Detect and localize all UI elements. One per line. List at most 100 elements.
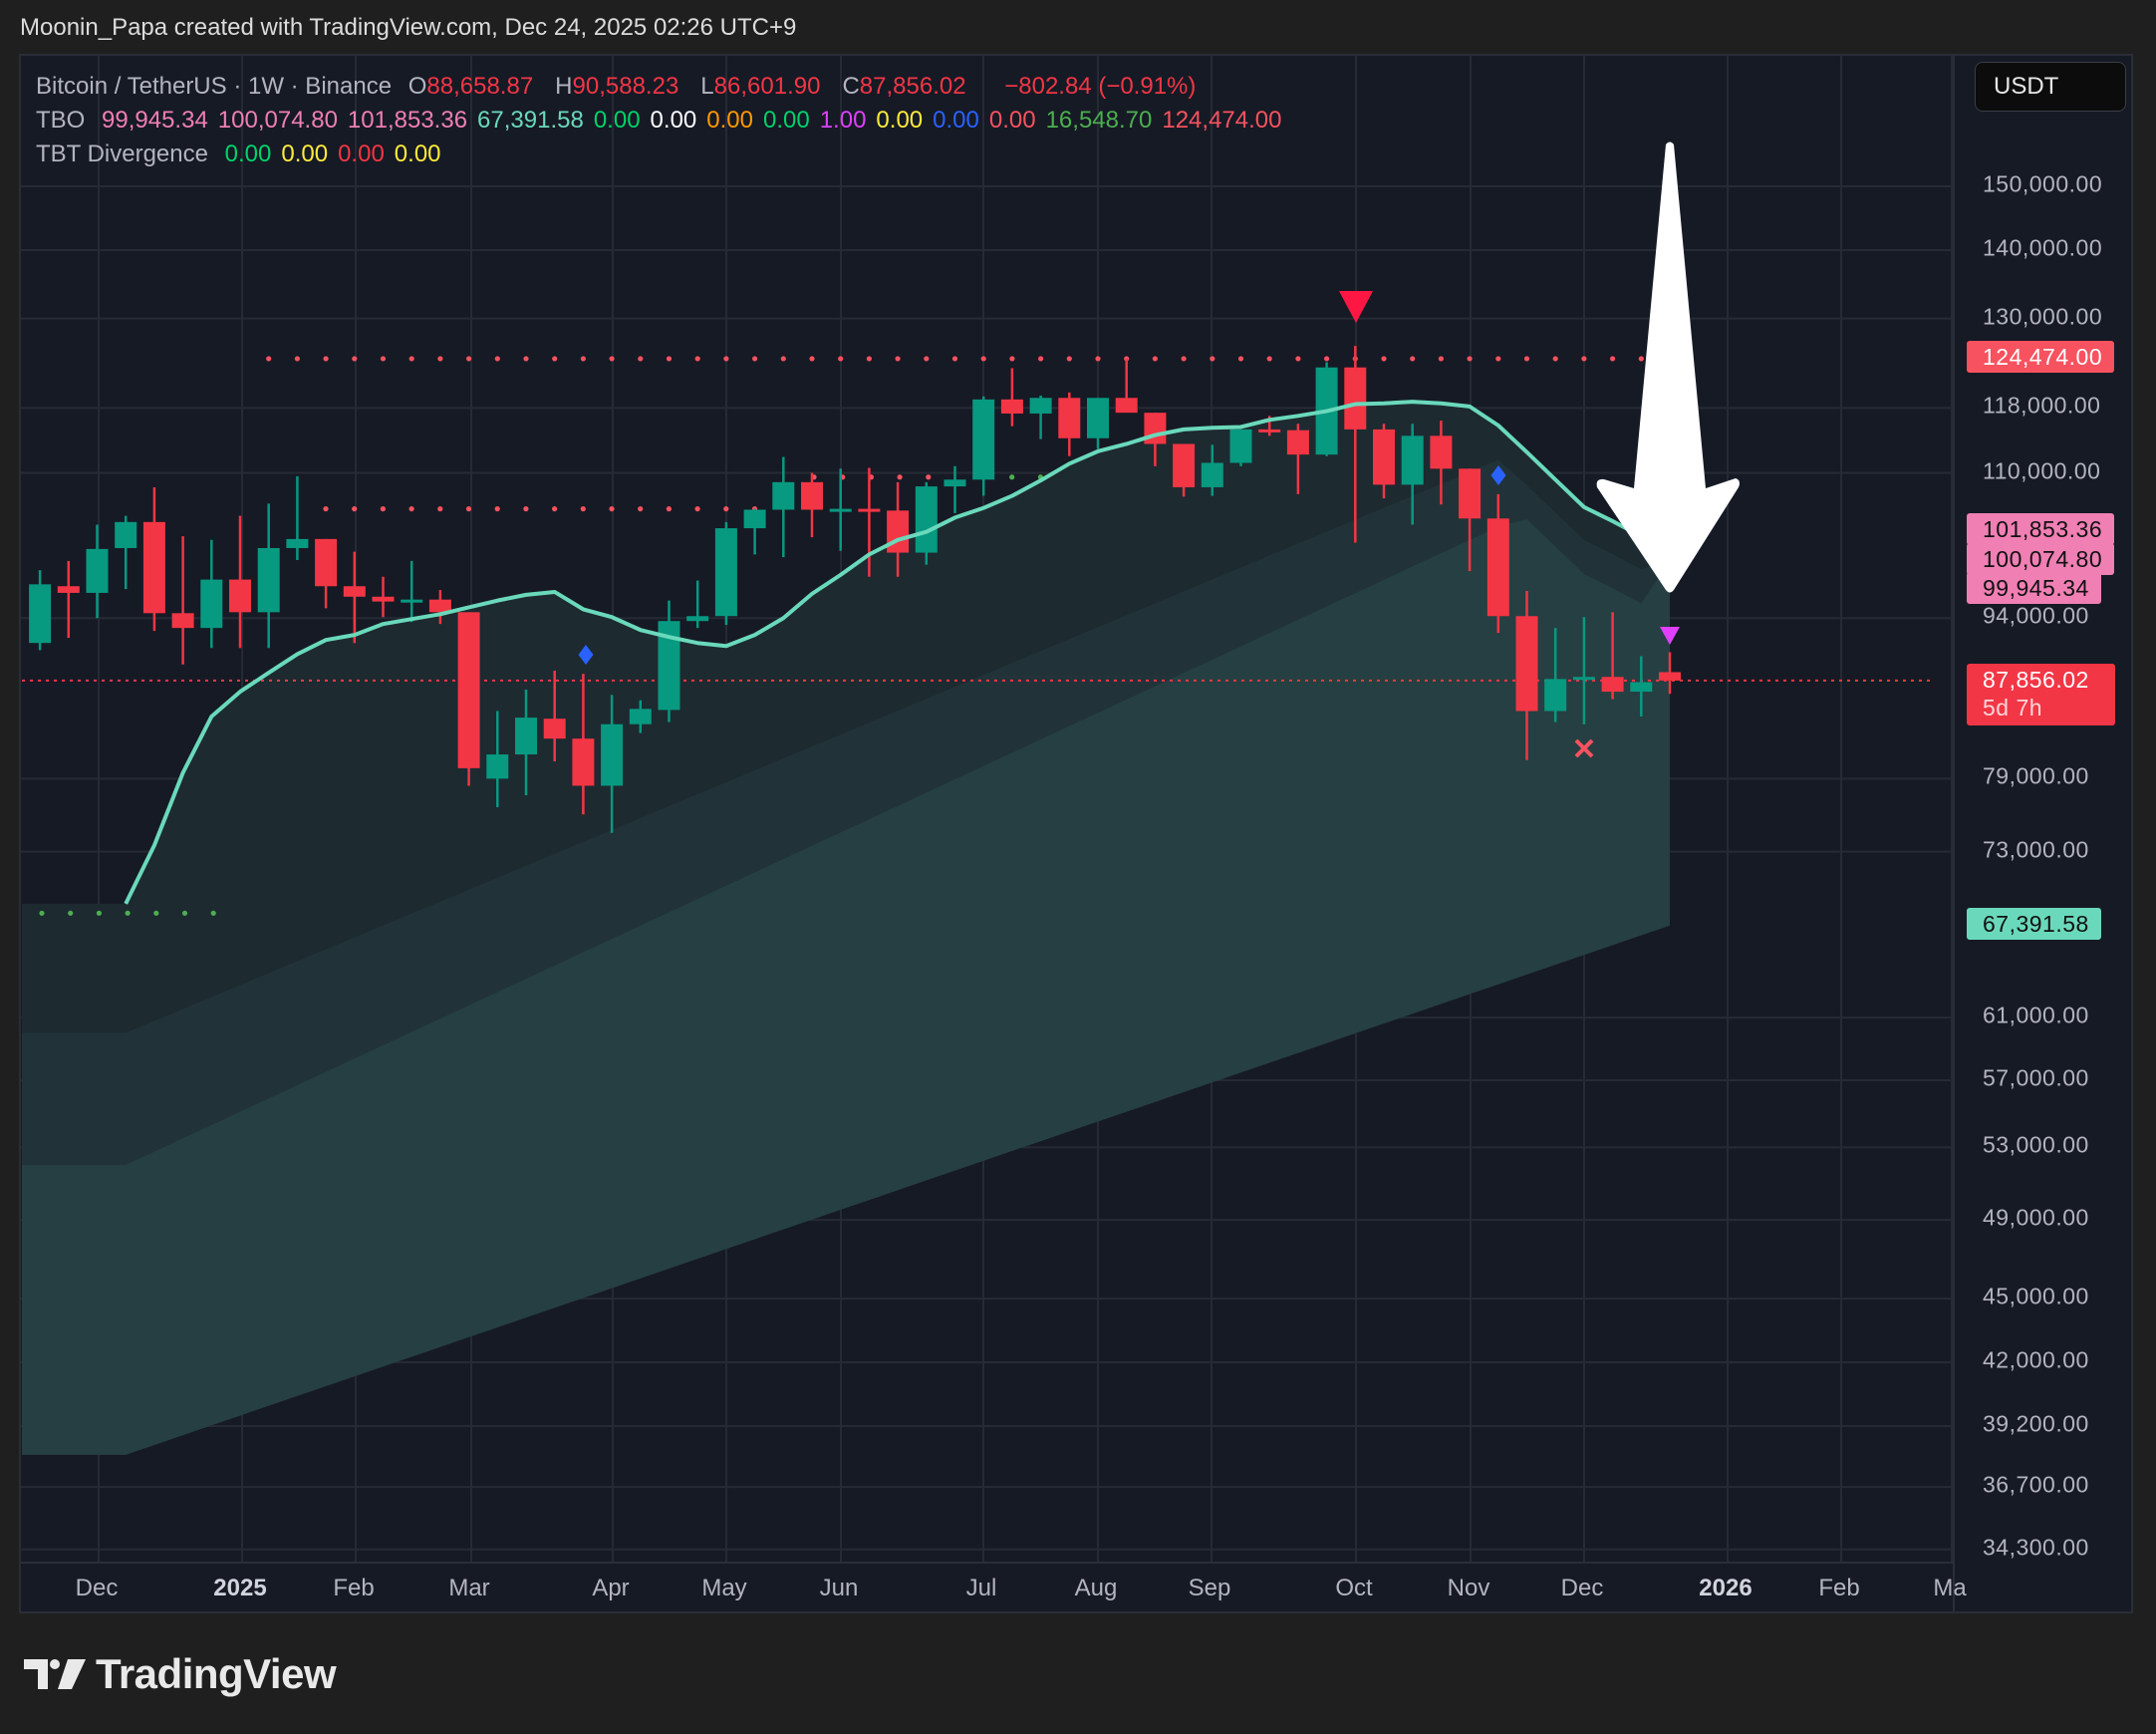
last-price-line	[1074, 679, 1077, 682]
ohlc-key: L	[700, 73, 714, 100]
last-price-line	[1704, 679, 1707, 682]
ohlc-value: 86,601.90	[713, 73, 821, 100]
legend-symbol-row[interactable]: Bitcoin / TetherUS · 1W · Binance O88,65…	[36, 70, 1301, 104]
tbo-indicator-label[interactable]: TBO	[36, 107, 86, 134]
last-price-line	[1879, 679, 1882, 682]
last-price-line	[397, 679, 400, 682]
last-price-line	[516, 679, 519, 682]
time-tick-label: Ma	[1933, 1575, 1967, 1601]
last-price-line	[1488, 679, 1491, 682]
candle-down	[572, 738, 595, 786]
chart-frame[interactable]	[19, 54, 2133, 1613]
currency-button[interactable]: USDT	[1975, 62, 2126, 112]
symbol-title[interactable]: Bitcoin / TetherUS · 1W · Binance	[36, 73, 393, 100]
ohlc-c: C87,856.02	[842, 73, 975, 100]
resistance-dot	[609, 356, 615, 362]
resistance-dot	[752, 356, 758, 362]
last-price-line	[285, 679, 288, 682]
last-price-line	[22, 679, 25, 682]
last-price-line	[1465, 679, 1468, 682]
last-price-line	[1233, 679, 1236, 682]
legend-tbo-row[interactable]: TBO 99,945.34 100,074.80 101,853.36 67,391.…	[36, 104, 1301, 138]
last-price-line	[1098, 679, 1101, 682]
last-price-line	[1146, 679, 1149, 682]
last-price-line	[1369, 679, 1372, 682]
last-price-line	[229, 679, 232, 682]
last-price-line	[1138, 679, 1141, 682]
price-tick-label: 94,000.00	[1983, 602, 2089, 629]
last-price-line	[301, 679, 304, 682]
last-price-line	[811, 679, 814, 682]
candle-up	[915, 486, 938, 553]
candle-down	[1659, 672, 1681, 681]
resistance-dot	[437, 356, 443, 362]
last-price-line	[38, 679, 41, 682]
tbo-band-inner	[22, 518, 1670, 1455]
resistance-dot	[926, 474, 932, 480]
resistance-dot	[494, 506, 500, 512]
last-price-line	[851, 679, 854, 682]
last-price-line	[1170, 679, 1173, 682]
last-price-line	[1871, 679, 1874, 682]
last-price-line	[373, 679, 376, 682]
last-price-line	[699, 679, 702, 682]
last-price-line	[1122, 679, 1125, 682]
price-tick-label: 39,200.00	[1983, 1410, 2089, 1437]
last-price-line	[819, 679, 822, 682]
last-price-line	[261, 679, 264, 682]
last-price-line	[986, 679, 989, 682]
resistance-dot	[465, 506, 472, 512]
last-price-line	[1401, 679, 1404, 682]
last-price-line	[118, 679, 121, 682]
last-price-line	[644, 679, 647, 682]
resistance-dot	[352, 356, 358, 362]
last-price-line	[389, 679, 392, 682]
price-tick-label: 36,700.00	[1983, 1471, 2089, 1498]
price-tick-label: 45,000.00	[1983, 1283, 2089, 1309]
chart-legend: Bitcoin / TetherUS · 1W · Binance O88,65…	[36, 70, 1301, 171]
last-price-line	[1297, 679, 1300, 682]
sell-triangle-icon	[1339, 291, 1373, 323]
tbt-divergence-label[interactable]: TBT Divergence	[36, 141, 208, 167]
last-price-line	[580, 679, 583, 682]
last-price-line	[1895, 679, 1898, 682]
last-price-line	[237, 679, 240, 682]
legend-tbt-row[interactable]: TBT Divergence 0.00 0.00 0.00 0.00	[36, 138, 1301, 171]
last-price-line	[891, 679, 894, 682]
last-price-line	[588, 679, 591, 682]
last-price-line	[1265, 679, 1268, 682]
last-price-line	[1839, 679, 1842, 682]
last-price-line	[1919, 679, 1922, 682]
last-price-line	[221, 679, 224, 682]
candle-down	[1058, 398, 1081, 438]
last-price-line	[1648, 679, 1651, 682]
last-price-line	[1473, 679, 1476, 682]
support-dot	[68, 910, 74, 916]
resistance-dot	[809, 356, 815, 362]
last-price-line	[939, 679, 942, 682]
last-price-line	[428, 679, 431, 682]
last-price-line	[1887, 679, 1890, 682]
tbo-value-9: 0.00	[876, 107, 924, 134]
last-price-line	[707, 679, 710, 682]
support-dot	[96, 910, 102, 916]
last-price-line	[165, 679, 168, 682]
resistance-dot	[352, 506, 358, 512]
resistance-dot	[294, 356, 300, 362]
last-price-line	[907, 679, 910, 682]
last-price-line	[1457, 679, 1460, 682]
last-price-line	[1066, 679, 1069, 682]
last-price-line	[1512, 679, 1515, 682]
last-price-line	[62, 679, 65, 682]
resistance-dot	[666, 506, 673, 512]
last-price-line	[317, 679, 320, 682]
last-price-tag: 87,856.02 5d 7h	[1967, 663, 2115, 725]
chart-canvas[interactable]	[21, 56, 2133, 1613]
last-price-line	[1241, 679, 1244, 682]
resistance-dot	[1237, 356, 1244, 362]
support-dot	[181, 910, 188, 916]
resistance-dot	[895, 356, 901, 362]
last-price-line	[1568, 679, 1571, 682]
blue-diamond-icon	[578, 645, 594, 665]
last-price-line	[915, 679, 918, 682]
